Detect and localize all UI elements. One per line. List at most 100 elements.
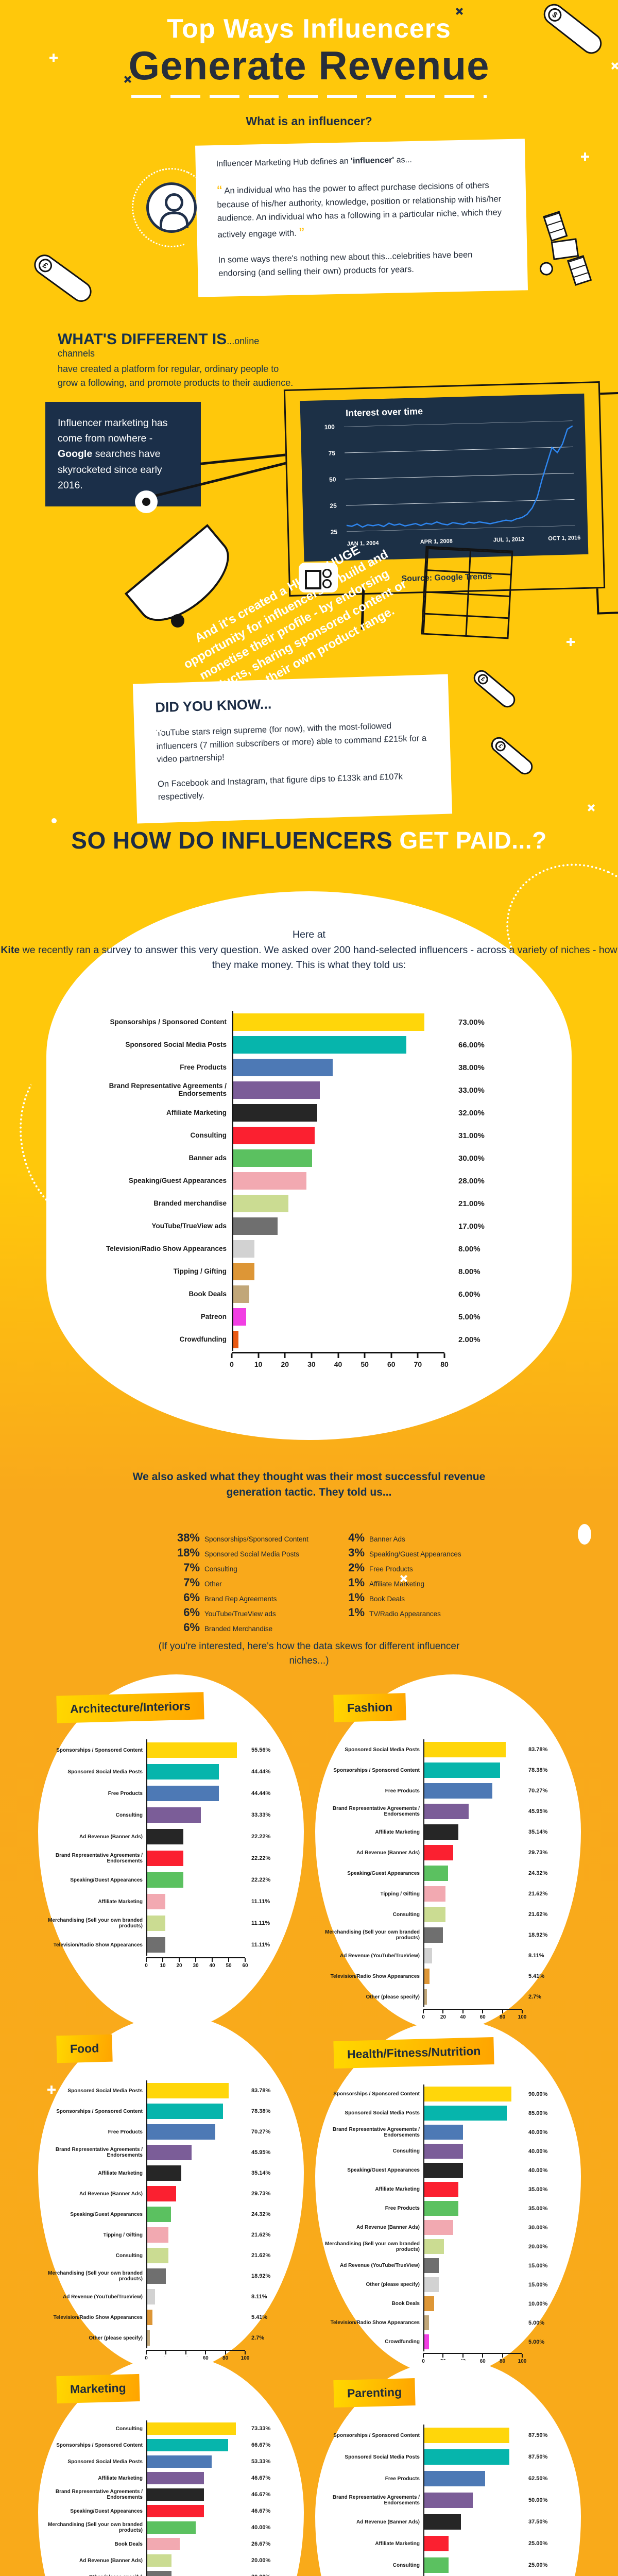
chart-row: Speaking/Guest Appearances 24.32%: [320, 1863, 578, 1884]
bar-label: Sponsorships / Sponsored Content: [110, 1018, 227, 1026]
stat-percent: 6%: [183, 1621, 200, 1634]
bar-value: 50.00%: [528, 2497, 548, 2503]
axis-tick: [462, 2010, 464, 2013]
axis-tick-label: 20: [440, 2014, 446, 2020]
chart-row: Television/Radio Show Appearances 11.11%: [43, 1934, 301, 1956]
did-you-know-title: DID YOU KNOW...: [154, 696, 272, 716]
bar: [147, 1937, 165, 1953]
bar-track: [146, 2122, 244, 2142]
bar-value: 30.00%: [458, 1154, 485, 1163]
bar-label: Ad Revenue (YouTube/TrueView): [62, 2294, 143, 2300]
bar: [424, 2163, 464, 2178]
bar-label: Merchandising (Sell your own branded pro…: [48, 1918, 143, 1929]
bar-track: [232, 1260, 443, 1283]
robot-ladder: [421, 546, 513, 639]
bar-track: [232, 1124, 443, 1147]
bar: [233, 1263, 254, 1280]
bar-track: [146, 2204, 244, 2225]
chart-row: Consulting 21.62%: [43, 2245, 301, 2266]
chart-row: Affiliate Marketing 32.00%: [77, 1101, 551, 1124]
chart-row: Tipping / Gifting 21.62%: [43, 2225, 301, 2245]
axis-tick-label: 60: [387, 1360, 396, 1368]
bar-track: [146, 2420, 244, 2437]
bar-label: Banner ads: [188, 1154, 227, 1162]
bar-label: Speaking/Guest Appearances: [347, 1870, 420, 1876]
bar-track: [423, 2313, 521, 2332]
stat-label: Other: [204, 1580, 222, 1588]
bar-value: 20.00%: [244, 2574, 270, 2576]
axis-tick: [146, 1958, 147, 1962]
bar-label: Sponsored Social Media Posts: [125, 1040, 227, 1048]
bar-track: [423, 2554, 521, 2576]
bar: [147, 1894, 165, 1909]
bar-label: Speaking/Guest Appearances: [70, 1877, 143, 1883]
chart-row: Sponsored Social Media Posts 83.78%: [320, 1739, 578, 1760]
chart-row: YouTube/TrueView ads 17.00%: [77, 1215, 551, 1238]
bar-value: 5.00%: [528, 2319, 545, 2326]
bar-track: [146, 2569, 244, 2576]
axis-tick: [522, 2010, 523, 2013]
chart-row: Television/Radio Show Appearances 5.41%: [320, 1966, 578, 1987]
bar: [233, 1195, 288, 1212]
most-successful-intro: We also asked what they thought was thei…: [132, 1471, 486, 1499]
bar-track: [232, 1238, 443, 1260]
bar: [424, 2557, 449, 2573]
bar: [424, 1783, 493, 1799]
bar-track: [146, 1739, 244, 1761]
chart-row: Patreon 5.00%: [77, 1306, 551, 1328]
bar-label: Other (please specify): [43, 2574, 146, 2576]
chart-row: Banner ads 30.00%: [77, 1147, 551, 1170]
bar-value: 78.38%: [251, 2108, 271, 2114]
chart-row: Speaking/Guest Appearances 40.00%: [320, 2161, 578, 2180]
axis-tick-label: 60: [202, 2355, 209, 2361]
bar: [147, 2310, 153, 2325]
axis-tick-label: 30: [193, 1963, 199, 1969]
bar: [147, 2538, 180, 2550]
chart-row: Speaking/Guest Appearances 46.67%: [43, 2503, 301, 2519]
bar: [233, 1104, 317, 1122]
bar-value: 46.67%: [251, 2492, 271, 2498]
niche-chart-body: Sponsorships / Sponsored Content 87.50% Sp…: [320, 2425, 578, 2576]
bar-label: Affiliate Marketing: [375, 2187, 420, 2192]
chart-row: Book Deals 6.00%: [77, 1283, 551, 1306]
trends-y-tick-label: 25: [330, 502, 337, 510]
chart-row: Speaking/Guest Appearances 28.00%: [77, 1170, 551, 1192]
bar-value: 40.00%: [251, 2524, 271, 2531]
bar-label: Television/Radio Show Appearances: [53, 1942, 143, 1948]
axis-tick: [364, 1353, 366, 1358]
axis-tick-label: 50: [226, 1963, 232, 1969]
bar: [424, 1948, 433, 1963]
bar-value: 78.38%: [528, 1767, 548, 1773]
bar: [147, 2186, 176, 2201]
money-roll-icon: £: [470, 667, 519, 711]
axis-tick: [258, 1353, 260, 1358]
bar: [233, 1149, 312, 1167]
bar-value: 66.00%: [458, 1040, 485, 1049]
bar-label: Ad Revenue (Banner Ads): [79, 2557, 143, 2564]
get-paid-title: SO HOW DO INFLUENCERS GET PAID...?: [71, 827, 547, 854]
bar-value: 83.78%: [251, 2088, 271, 2094]
bar-label: Book Deals: [188, 1290, 227, 1298]
axis-tick-label: 60: [479, 2359, 486, 2364]
chart-row: Crowdfunding 5.00%: [320, 2332, 578, 2351]
bar-value: 22.22%: [251, 1855, 271, 1861]
bar-value: 2.7%: [251, 2335, 265, 2341]
bar-track: [232, 1147, 443, 1170]
stat-percent: 38%: [177, 1531, 200, 1544]
bar-label: Consulting: [392, 2562, 420, 2568]
niche-chart-body: Sponsorships / Sponsored Content 55.56% Sp…: [43, 1739, 301, 1971]
chart-row: Merchandising (Sell your own branded pro…: [43, 1912, 301, 1934]
stat-item: 6% Branded Merchandise: [170, 1621, 335, 1634]
chart-row: Affiliate Marketing 35.14%: [320, 1822, 578, 1842]
axis-tick: [195, 1958, 196, 1962]
bar: [147, 2472, 204, 2484]
axis-tick: [442, 2354, 444, 2358]
bar-value: 21.00%: [458, 1199, 485, 1208]
definition-para2: In some ways there's nothing new about t…: [218, 250, 473, 278]
chart-row: Merchandising (Sell your own branded pro…: [43, 2266, 301, 2286]
bar-track: [232, 1033, 443, 1056]
axis-tick-label: 60: [242, 1963, 248, 1969]
chart-row: Other (please specify) 2.7%: [320, 1987, 578, 2007]
bar-track: [146, 2080, 244, 2101]
bar-track: [146, 2183, 244, 2204]
